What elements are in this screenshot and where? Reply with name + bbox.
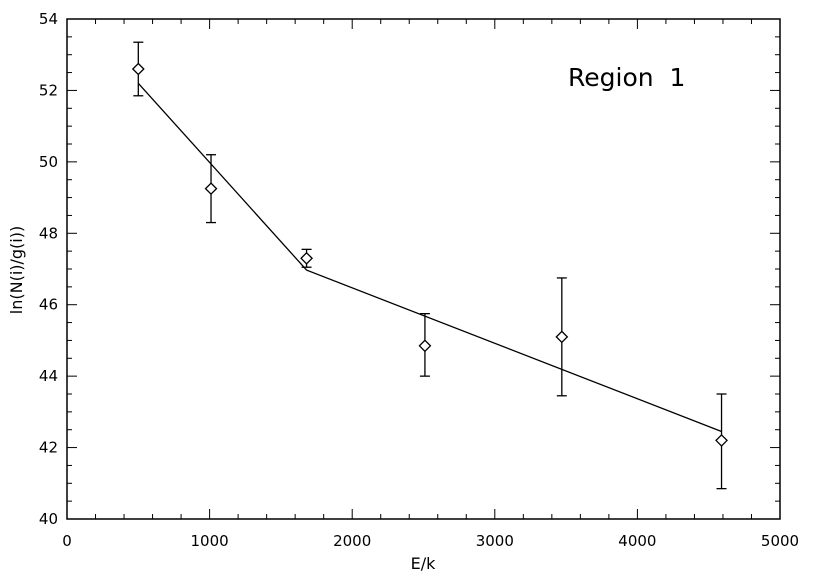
tick-labels: 0 1000 2000 3000 4000 5000 40 42 44 46 48 50 52 54 bbox=[39, 10, 799, 550]
x-tick-label: 1000 bbox=[191, 532, 229, 550]
y-tick-label: 42 bbox=[39, 439, 58, 457]
error-bars bbox=[133, 41, 727, 490]
data-point bbox=[300, 251, 313, 265]
y-tick-label: 46 bbox=[39, 296, 58, 314]
x-axis-label: E/k bbox=[411, 554, 437, 573]
y-tick-label: 50 bbox=[39, 153, 58, 171]
data-point bbox=[715, 434, 728, 447]
y-tick-label: 48 bbox=[39, 224, 58, 242]
x-tick-label: 4000 bbox=[618, 532, 656, 550]
x-tick-label: 5000 bbox=[761, 532, 799, 550]
region-annotation: Region 1 bbox=[568, 63, 685, 92]
y-tick-label: 52 bbox=[39, 81, 58, 99]
x-tick-label: 2000 bbox=[333, 532, 371, 550]
y-axis-label: ln(N(i)/g(i)) bbox=[7, 226, 26, 314]
x-tick-label: 3000 bbox=[476, 532, 514, 550]
plot-frame bbox=[66, 18, 781, 520]
data-point bbox=[418, 339, 432, 353]
data-points bbox=[131, 62, 728, 447]
ticks bbox=[66, 18, 781, 520]
y-tick-label: 54 bbox=[39, 10, 58, 28]
data-point bbox=[131, 62, 145, 76]
y-tick-label: 44 bbox=[39, 367, 58, 385]
x-tick-label: 0 bbox=[62, 532, 72, 550]
data-point bbox=[555, 330, 569, 344]
fit-line bbox=[137, 82, 722, 433]
y-tick-label: 40 bbox=[39, 510, 58, 528]
data-point bbox=[204, 182, 218, 196]
